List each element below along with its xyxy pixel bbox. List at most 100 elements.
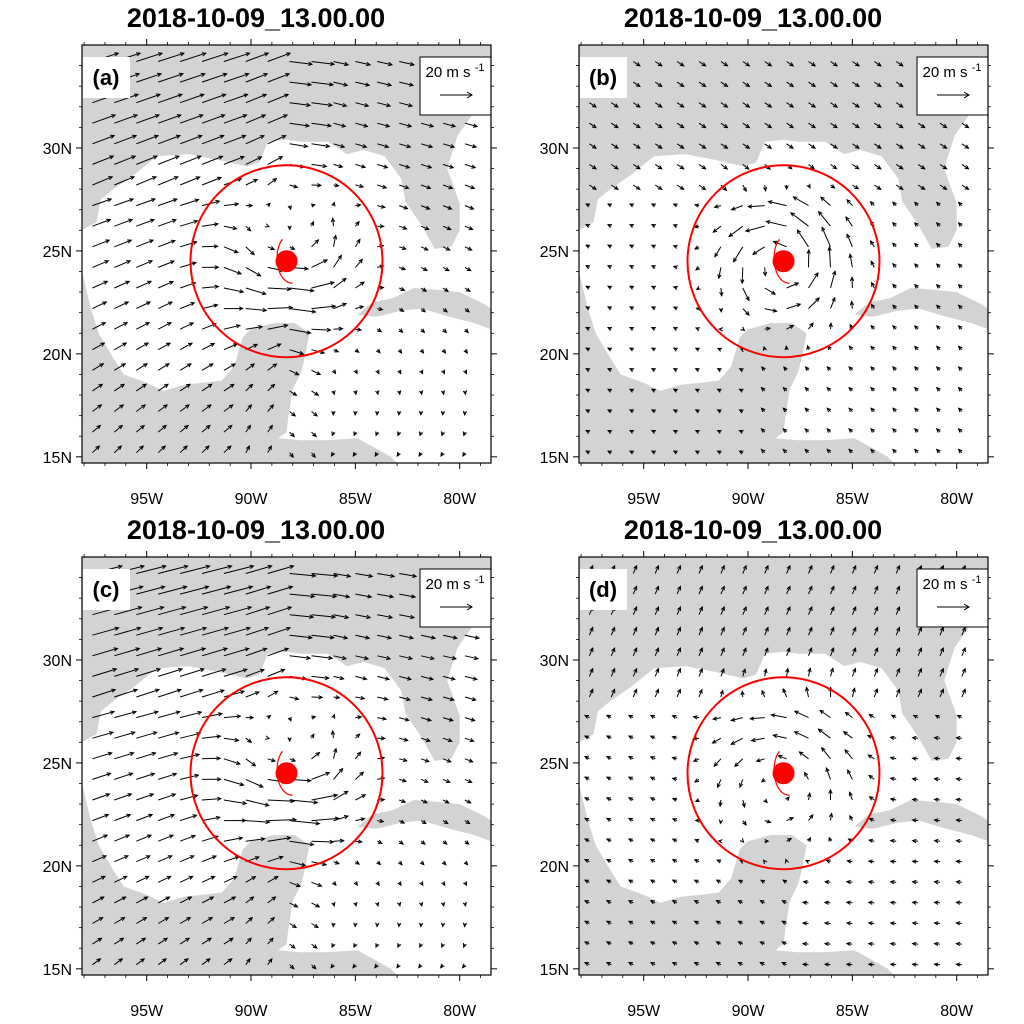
lon-tick-label: 85W: [339, 1003, 373, 1020]
wind-vector-head: [465, 819, 471, 825]
wind-vector-head: [740, 326, 746, 332]
wind-vector-head: [649, 941, 655, 946]
wind-vector-head: [149, 793, 155, 798]
wind-vector-head: [231, 896, 237, 901]
wind-vector: [895, 586, 900, 595]
wind-vector: [442, 696, 454, 701]
wind-vector: [676, 606, 681, 615]
wind-vector: [420, 143, 433, 148]
wind-vector-head: [606, 368, 613, 373]
wind-vector: [714, 246, 722, 257]
wind-vector: [311, 923, 319, 928]
wind-vector-head: [112, 667, 118, 673]
lon-tick-label: 80W: [940, 1003, 974, 1020]
wind-vector-head: [229, 383, 235, 389]
wind-vector-head: [425, 737, 431, 743]
wind-vector-head: [466, 799, 472, 804]
wind-vector: [399, 143, 411, 148]
wind-vector: [764, 143, 772, 149]
wind-vector: [868, 754, 875, 760]
wind-vector: [676, 143, 684, 149]
wind-vector: [267, 324, 288, 330]
wind-vector-head: [606, 450, 612, 455]
wind-vector: [420, 163, 432, 169]
wind-vector-head: [317, 882, 323, 887]
wind-vector-head: [193, 794, 199, 799]
wind-vector-head: [258, 783, 264, 788]
wind-vector-head: [422, 266, 429, 272]
wind-vector-head: [739, 838, 745, 843]
wind-vector-head: [144, 342, 150, 347]
wind-vector-head: [129, 198, 135, 203]
wind-vector: [136, 814, 153, 822]
wind-vector-head: [355, 220, 360, 226]
wind-vector-head: [241, 134, 247, 139]
wind-vector-head: [942, 123, 948, 129]
wind-vector: [92, 155, 114, 165]
wind-vector-head: [718, 802, 723, 808]
wind-vector-head: [720, 605, 725, 612]
wind-vector-head: [418, 901, 424, 908]
wind-vector-head: [649, 900, 655, 905]
wind-vector: [917, 647, 922, 656]
wind-vector-head: [242, 114, 248, 119]
wind-vector-head: [830, 626, 835, 632]
panel-d: 2018-10-09_13.00.00 (d) 20 m s -1 30N 25N 20…: [497, 512, 1009, 1024]
wind-vector-head: [605, 797, 611, 802]
wind-vector-head: [398, 328, 404, 334]
wind-vector: [939, 143, 947, 149]
wind-vector-head: [143, 896, 149, 901]
wind-vector-head: [913, 386, 919, 392]
wind-vector: [201, 798, 221, 801]
wind-vector: [589, 163, 597, 170]
wind-vector: [136, 586, 165, 595]
wind-vector-head: [804, 386, 810, 392]
wind-vector-head: [365, 635, 371, 640]
wind-vector-head: [585, 450, 591, 455]
wind-vector-head: [611, 647, 616, 653]
wind-vector-head: [383, 164, 389, 169]
wind-vector: [464, 205, 474, 210]
wind-vector-head: [583, 900, 590, 905]
wind-vector-head: [955, 879, 961, 885]
wind-vector-head: [730, 206, 736, 211]
wind-vector: [895, 606, 900, 615]
wind-vector-head: [606, 409, 613, 414]
wind-vector: [917, 668, 922, 677]
wind-vector-head: [440, 390, 446, 396]
wind-vector-head: [447, 738, 453, 743]
wind-vector: [201, 565, 232, 574]
wind-vector: [245, 958, 251, 965]
wind-vector: [778, 755, 787, 760]
storm-radius-circle: [189, 676, 384, 871]
wind-vector: [895, 122, 904, 129]
wind-vector: [786, 647, 791, 656]
wind-vector-head: [463, 860, 469, 866]
land-mexico: [82, 783, 398, 975]
wind-vector-head: [804, 427, 810, 433]
wind-vector: [873, 586, 879, 595]
wind-vector-head: [738, 429, 744, 434]
wind-vector-head: [613, 103, 619, 108]
lon-tick-label: 95W: [130, 491, 164, 508]
wind-vector: [874, 81, 882, 87]
wind-vector: [136, 875, 150, 883]
wind-vector: [610, 647, 616, 656]
wind-vector-head: [698, 605, 703, 612]
wind-vector-head: [657, 144, 663, 149]
wind-vector-head: [737, 941, 743, 946]
wind-vector-head: [957, 427, 963, 433]
wind-vector-head: [701, 82, 707, 88]
wind-vector: [179, 135, 202, 145]
wind-vector-head: [108, 176, 114, 181]
wind-vector-head: [207, 383, 213, 389]
wind-vector-head: [911, 818, 917, 823]
wind-vector-head: [606, 347, 613, 352]
wind-vector-head: [585, 347, 591, 352]
wind-vector: [201, 586, 231, 595]
wind-vector: [158, 647, 184, 657]
wind-vector: [179, 302, 195, 310]
wind-vector-head: [955, 777, 961, 782]
wind-vector: [92, 342, 105, 351]
